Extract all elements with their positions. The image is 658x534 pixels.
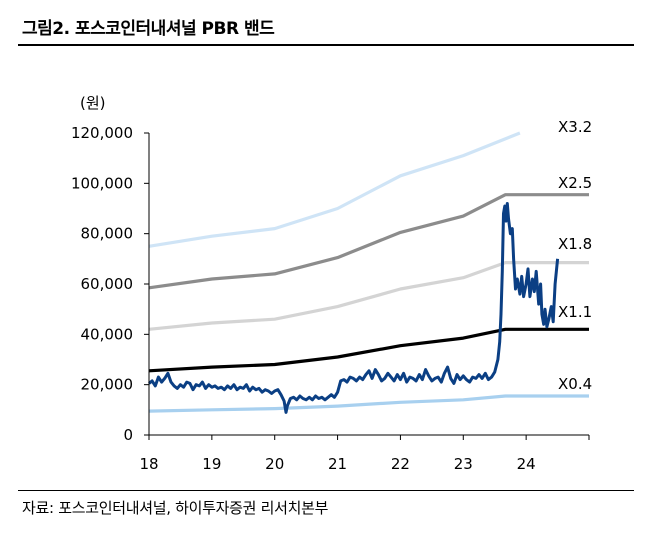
band-line-x18 (148, 261, 589, 331)
y-tick-label: 20,000 (81, 376, 134, 394)
band-label-x18: X1.8 (558, 235, 592, 253)
x-tick-label: 24 (517, 455, 536, 473)
band-line-x32 (148, 131, 521, 248)
band-label-x04: X0.4 (558, 375, 592, 393)
x-tick-label: 20 (265, 455, 284, 473)
price-line (148, 202, 560, 414)
y-tick-label: 100,000 (71, 174, 133, 192)
y-tick-label: 60,000 (81, 275, 134, 293)
band-label-x32: X3.2 (558, 118, 592, 136)
y-tick-label: 40,000 (81, 325, 134, 343)
band-label-x25: X2.5 (558, 174, 592, 192)
x-tick-label: 21 (328, 455, 347, 473)
x-tick-label: 18 (139, 455, 158, 473)
y-tick-label: 0 (123, 426, 133, 444)
x-tick-label: 22 (391, 455, 410, 473)
source-note: 자료: 포스코인터내셔널, 하이투자증권 리서치본부 (22, 499, 329, 517)
band-line-x11 (148, 327, 589, 373)
source-divider (18, 490, 634, 491)
y-tick-label: 80,000 (81, 225, 134, 243)
band-line-x04 (148, 394, 589, 413)
title-divider (18, 44, 634, 46)
y-tick-label: 120,000 (71, 124, 133, 142)
band-line-x25 (148, 193, 589, 290)
x-tick-label: 19 (202, 455, 221, 473)
x-tick-label: 23 (454, 455, 473, 473)
band-label-x11: X1.1 (558, 303, 592, 321)
chart-title: 그림2. 포스코인터내셔널 PBR 밴드 (22, 19, 275, 39)
y-axis-unit: (원) (80, 94, 106, 112)
